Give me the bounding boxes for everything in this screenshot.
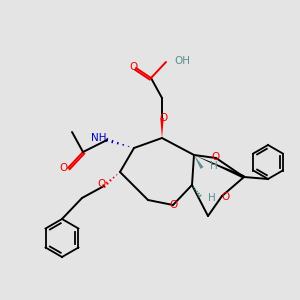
Text: H: H [208,193,216,203]
Text: H: H [210,161,218,171]
Text: O: O [212,152,220,162]
Polygon shape [194,155,203,169]
Text: NH: NH [91,133,106,143]
Text: O: O [170,200,178,210]
Polygon shape [160,118,164,138]
Text: O: O [159,113,167,123]
Text: OH: OH [174,56,190,66]
Text: O: O [60,163,68,173]
Text: O: O [130,62,138,72]
Polygon shape [194,155,245,178]
Text: O: O [221,192,229,202]
Text: O: O [98,179,106,189]
